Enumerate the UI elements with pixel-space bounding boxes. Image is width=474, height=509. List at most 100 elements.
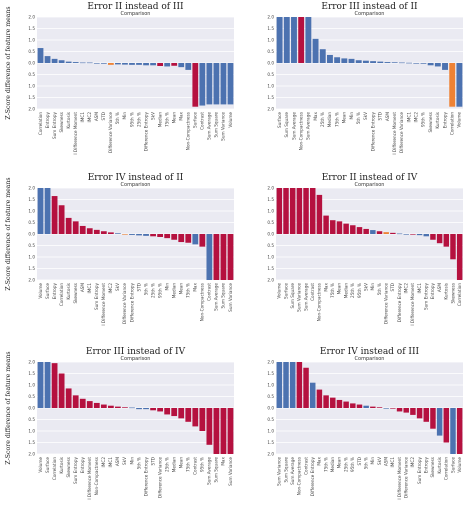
x-tick-label: I Difference Moment	[410, 283, 415, 326]
bar-19	[164, 63, 171, 67]
bar-23	[192, 63, 199, 107]
x-tick-label: Mean	[342, 112, 347, 124]
y-axis-label-row-3: Z-Score difference of feature means	[5, 351, 12, 464]
x-tick-label: STD	[378, 112, 383, 120]
y-tick-label: 0.0	[28, 232, 35, 237]
bar-24	[430, 408, 436, 429]
x-tick-label: SkV	[363, 283, 368, 291]
bar-22	[185, 234, 192, 243]
y-tick-label: 1.5	[267, 197, 274, 202]
x-tick-label: STD	[390, 283, 395, 291]
bar-27	[220, 63, 227, 105]
x-tick-label: I Difference Moment	[101, 283, 106, 326]
x-tick-label: ASM	[94, 112, 99, 122]
x-tick-label: Sum Entropy	[417, 456, 422, 484]
y-tick-label: 1.5	[28, 197, 35, 202]
x-tick-label: 25th %	[350, 283, 355, 298]
bar-10	[100, 63, 107, 64]
bar-2	[44, 56, 51, 63]
bar-24	[199, 408, 206, 431]
y-tick-label: 0.5	[267, 394, 274, 399]
bar-26	[443, 234, 450, 247]
bar-23	[423, 234, 430, 237]
bar-14	[129, 63, 135, 65]
x-tick-label: Correlation	[52, 457, 57, 480]
x-tick-label: Contrast	[310, 283, 315, 301]
bar-12	[115, 233, 121, 234]
y-tick-label: 1.5	[267, 266, 274, 271]
bar-26	[443, 408, 450, 443]
bar-8	[323, 215, 329, 234]
bar-21	[178, 234, 185, 243]
bar-6	[72, 62, 79, 63]
y-tick-label: 1.0	[28, 383, 35, 388]
bar-21	[410, 408, 416, 415]
bar-8	[86, 62, 93, 64]
x-tick-label: Non-Compactness	[94, 457, 99, 495]
y-tick-label: 0.0	[267, 232, 274, 237]
bar-28	[456, 234, 463, 280]
bar-19	[396, 233, 403, 235]
x-tick-label: Volume	[277, 283, 282, 299]
x-tick-label: Non-Compactness	[186, 112, 191, 150]
y-tick-label: 0.5	[267, 49, 274, 54]
bar-8	[323, 395, 329, 408]
x-tick-label: ASM	[385, 112, 390, 122]
bar-7	[316, 194, 323, 234]
bar-14	[363, 405, 369, 408]
bar-11	[348, 58, 355, 63]
bar-7	[316, 389, 323, 408]
bar-7	[79, 225, 86, 234]
x-tick-label: Sum Average	[291, 112, 296, 140]
bar-2	[44, 362, 51, 408]
bar-19	[164, 234, 171, 239]
bar-9	[93, 402, 100, 408]
bar-16	[376, 231, 383, 234]
bar-24	[199, 234, 206, 247]
bar-14	[370, 61, 377, 63]
bar-17	[383, 232, 389, 234]
bar-22	[185, 63, 192, 70]
bar-3	[51, 196, 58, 234]
bar-6	[312, 38, 319, 63]
y-tick-label: 0.5	[28, 243, 35, 248]
x-tick-label: Correlation	[450, 112, 455, 135]
x-tick-label: ASM	[80, 283, 85, 293]
bar-9	[93, 63, 100, 64]
x-tick-label: Contrast	[303, 457, 308, 475]
y-tick-label: 2.0	[28, 107, 35, 112]
x-tick-label: Sum Entropy	[52, 111, 57, 139]
x-tick-label: 25th %	[164, 457, 169, 472]
x-tick-label: IMC2	[414, 112, 419, 123]
x-tick-label: 95th %	[200, 457, 205, 472]
bar-20	[403, 234, 409, 235]
bar-12	[350, 225, 356, 234]
bar-13	[122, 63, 128, 65]
bar-2	[283, 188, 289, 234]
x-tick-label: Sum Average	[303, 283, 308, 311]
bar-3	[289, 362, 296, 408]
bar-27	[220, 234, 227, 280]
bar-6	[309, 188, 316, 234]
bar-4	[58, 205, 65, 234]
bar-20	[403, 408, 409, 413]
x-tick-label: IMC2	[87, 112, 92, 123]
x-tick-label: ASM	[437, 283, 442, 293]
bar-5	[65, 217, 72, 234]
x-tick-label: Min	[164, 283, 169, 291]
y-tick-label: 1.5	[28, 26, 35, 31]
bar-11	[107, 405, 114, 408]
y-tick-label: 0.0	[267, 61, 274, 66]
x-tick-label: IMC2	[101, 457, 106, 468]
bar-12	[115, 406, 121, 408]
x-tick-label: 25th %	[150, 283, 155, 298]
x-tick-label: Max	[313, 111, 318, 120]
bar-6	[309, 382, 316, 408]
x-tick-label: Kurtosis	[437, 457, 442, 474]
x-tick-label: Mean	[179, 283, 184, 295]
chart-title: Error IV instead of III	[320, 347, 420, 357]
bar-8	[86, 401, 93, 408]
bar-25	[449, 63, 456, 107]
